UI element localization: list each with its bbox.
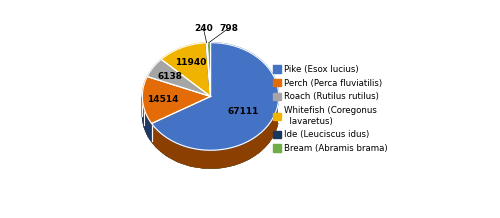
Polygon shape xyxy=(142,98,278,168)
Text: 11940: 11940 xyxy=(174,58,206,67)
Polygon shape xyxy=(206,43,210,96)
Polygon shape xyxy=(142,97,152,141)
Text: 6138: 6138 xyxy=(158,72,183,81)
Polygon shape xyxy=(147,59,210,96)
Polygon shape xyxy=(142,77,210,123)
Legend: Pike (Esox lucius), Perch (Perca fluviatilis), Roach (Rutilus rutilus), Whitefis: Pike (Esox lucius), Perch (Perca fluviat… xyxy=(273,65,388,153)
Text: 67111: 67111 xyxy=(228,107,258,116)
Polygon shape xyxy=(152,43,278,150)
Text: 14514: 14514 xyxy=(147,95,178,104)
Polygon shape xyxy=(207,43,210,96)
Polygon shape xyxy=(144,104,278,168)
Text: 240: 240 xyxy=(194,24,212,33)
Polygon shape xyxy=(161,43,210,96)
Text: 798: 798 xyxy=(219,24,238,33)
Ellipse shape xyxy=(142,61,278,168)
Polygon shape xyxy=(142,97,278,168)
Polygon shape xyxy=(152,97,278,168)
Polygon shape xyxy=(142,97,278,168)
